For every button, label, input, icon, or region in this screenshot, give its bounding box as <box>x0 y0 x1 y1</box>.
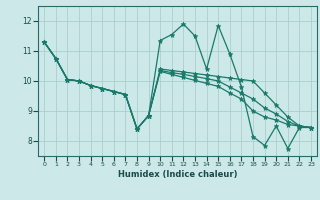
X-axis label: Humidex (Indice chaleur): Humidex (Indice chaleur) <box>118 170 237 179</box>
